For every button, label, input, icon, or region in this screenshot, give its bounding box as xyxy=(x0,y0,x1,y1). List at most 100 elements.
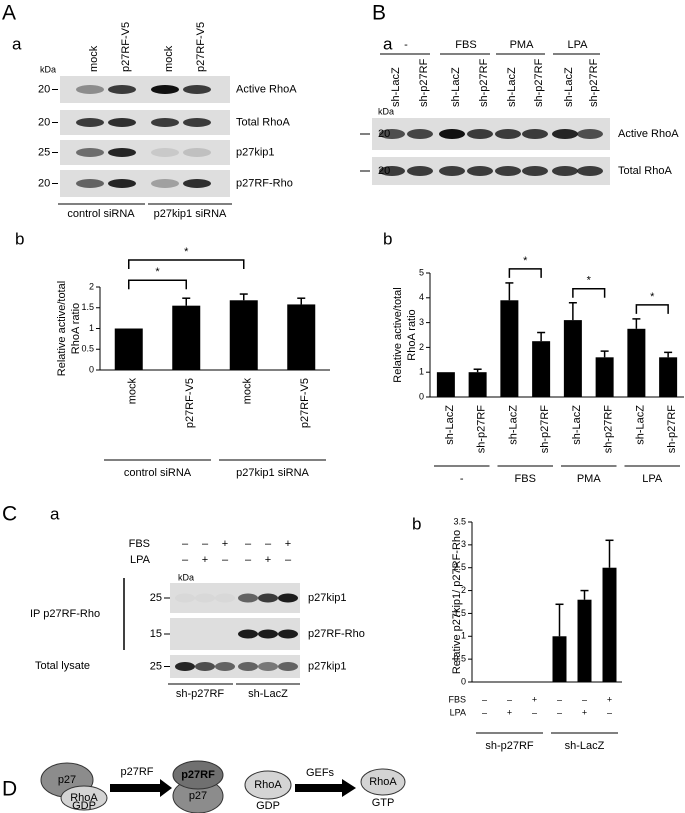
band xyxy=(76,118,104,127)
bar xyxy=(114,328,143,370)
bar xyxy=(500,300,519,397)
y-axis-label: Relative p27kip1/ p27RF-Rho xyxy=(451,530,463,674)
row-label: p27kip1 xyxy=(236,146,275,158)
x-tick-label: sh-p27RF xyxy=(603,405,615,454)
condition-sign: + xyxy=(222,538,228,550)
band xyxy=(522,129,548,139)
arrow xyxy=(295,779,356,797)
error-bar xyxy=(605,539,614,568)
group-label: sh-p27RF xyxy=(485,740,534,752)
node-label: p27RF xyxy=(181,769,215,781)
node-shape xyxy=(60,785,108,811)
y-tick-label: 3 xyxy=(461,539,466,549)
condition-sign: – xyxy=(557,707,562,717)
error-bar xyxy=(568,302,577,321)
significance-label: * xyxy=(650,291,655,303)
y-tick-label: 2 xyxy=(89,281,94,291)
condition-sign: + xyxy=(202,554,208,566)
marker: 20 xyxy=(38,177,50,189)
band xyxy=(278,629,298,639)
chart-label: b xyxy=(15,229,24,248)
y-tick-label: 1.5 xyxy=(453,608,466,618)
x-tick-label: sh-LacZ xyxy=(444,405,456,445)
band xyxy=(215,630,235,639)
lane-label: sh-LacZ xyxy=(563,67,575,107)
band xyxy=(108,118,136,127)
row-label: Active RhoA xyxy=(236,83,297,95)
band xyxy=(238,593,258,603)
panel-label: C xyxy=(2,503,17,526)
band xyxy=(183,179,211,188)
band xyxy=(577,166,603,176)
condition-sign: – xyxy=(507,694,512,704)
condition-sign: + xyxy=(285,538,291,550)
band xyxy=(76,179,104,188)
band xyxy=(175,594,195,603)
node-label: p27 xyxy=(58,774,76,786)
marker: 20 xyxy=(38,116,50,128)
condition-sign: – xyxy=(482,694,487,704)
arrow-label: GEFs xyxy=(306,767,335,779)
y-tick-label: 2 xyxy=(419,342,424,352)
node-caption: GTP xyxy=(372,797,395,809)
y-tick-label: 0.5 xyxy=(81,344,94,354)
x-tick-label: sh-LacZ xyxy=(634,405,646,445)
condition-sign: – xyxy=(265,538,272,550)
row-label: Total RhoA xyxy=(236,116,290,128)
panel-label: B xyxy=(372,2,386,25)
group-label: p27kip1 siRNA xyxy=(236,467,309,479)
marker: 20 xyxy=(378,165,390,177)
group-label: control siRNA xyxy=(67,208,135,220)
condition-sign: + xyxy=(265,554,271,566)
condition-sign: – xyxy=(482,707,487,717)
panel-sublabel: a xyxy=(12,34,22,53)
x-tick-label: sh-p27RF xyxy=(539,405,551,454)
band xyxy=(108,148,136,157)
x-tick-label: p27RF-V5 xyxy=(299,378,311,428)
chart-label: b xyxy=(383,229,392,248)
band xyxy=(183,148,211,157)
condition-sign: – xyxy=(245,538,252,550)
row-label: p27RF-Rho xyxy=(236,177,293,189)
band xyxy=(439,129,465,139)
bar xyxy=(627,328,646,397)
condition-sign: – xyxy=(532,707,537,717)
x-tick-label: sh-p27RF xyxy=(476,405,488,454)
lane-label: sh-LacZ xyxy=(390,67,402,107)
lane-label: mock xyxy=(88,45,100,72)
y-axis-label: RhoA ratio xyxy=(70,303,82,354)
row-group-label: IP p27RF-Rho xyxy=(30,608,100,620)
band xyxy=(183,118,211,127)
marker: 15 xyxy=(150,628,162,640)
band xyxy=(577,129,603,139)
node-caption: GDP xyxy=(256,800,280,812)
node-shape xyxy=(172,760,224,790)
bar xyxy=(468,372,487,397)
lane-label: sh-p27RF xyxy=(478,58,490,107)
panel-label: D xyxy=(2,778,17,801)
marker: 25 xyxy=(150,592,162,604)
condition-sign: – xyxy=(557,694,562,704)
lane-label: sh-p27RF xyxy=(588,58,600,107)
y-tick-label: 1 xyxy=(419,367,424,377)
band xyxy=(195,594,215,603)
group-label: - xyxy=(460,473,464,485)
node-label: p27 xyxy=(189,790,207,802)
significance-bracket xyxy=(508,268,542,278)
error-bar xyxy=(580,589,589,600)
bar xyxy=(532,341,551,397)
significance-bracket xyxy=(128,279,187,290)
y-tick-label: 3 xyxy=(419,317,424,327)
bar xyxy=(602,567,617,682)
band xyxy=(175,630,195,639)
condition-label: LPA xyxy=(450,707,466,717)
condition-sign: – xyxy=(582,694,587,704)
group-label: sh-p27RF xyxy=(176,688,225,700)
band xyxy=(151,85,179,94)
error-bar xyxy=(600,350,609,358)
bar xyxy=(436,372,455,397)
bar xyxy=(563,320,582,397)
row-group-label: Total lysate xyxy=(35,660,90,672)
band xyxy=(215,662,235,671)
band xyxy=(278,593,298,603)
